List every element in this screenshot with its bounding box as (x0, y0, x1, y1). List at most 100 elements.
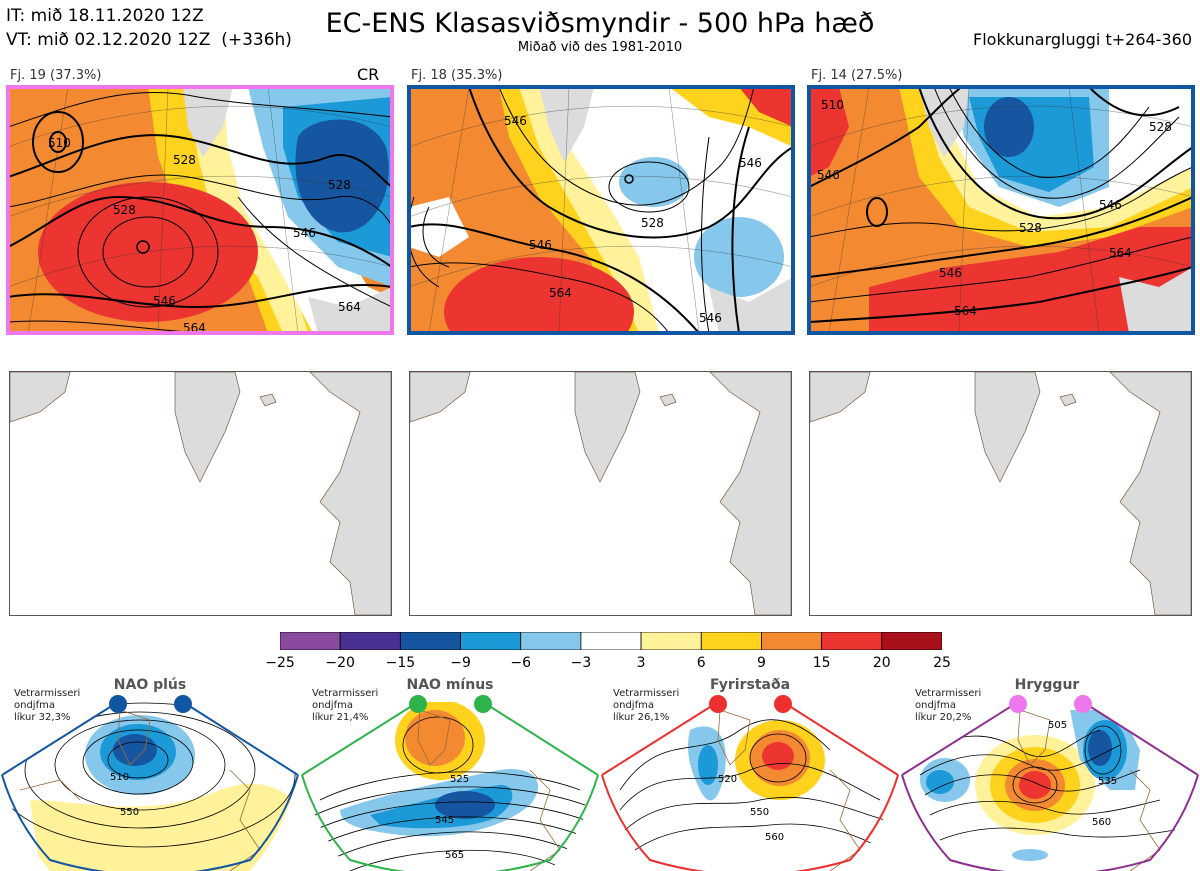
height-contours (409, 87, 793, 333)
colorbar-tick: 20 (872, 655, 891, 671)
regime-2-dot-right (474, 695, 492, 713)
regime-3-map[interactable]: 520 550 560 (600, 690, 900, 871)
svg-text:520: 520 (718, 774, 737, 785)
colorbar-swatch (761, 631, 823, 651)
contour-label: 546 (529, 238, 552, 252)
cluster-map-1[interactable]: 510 528 528 528 546 546 564 564 (8, 87, 392, 333)
svg-text:510: 510 (110, 772, 129, 783)
page-title: EC-ENS Klasasviðsmyndir - 500 hPa hæð (325, 8, 875, 39)
regime-2-dot-left (409, 695, 427, 713)
land-greenland (974, 372, 1041, 483)
graticule (409, 87, 793, 333)
contour-label: 510 (48, 136, 71, 150)
regime-2-map[interactable]: 525 545 565 (300, 690, 600, 871)
colorbar (279, 631, 943, 651)
colorbar-tick: −3 (570, 655, 592, 671)
colorbar-swatch (520, 631, 582, 651)
colorbar-tick: −9 (450, 655, 471, 671)
empty-map-2[interactable] (409, 371, 792, 616)
anomaly-positive-15 (869, 227, 1193, 333)
height-contours (8, 91, 392, 333)
colorbar-tick: −6 (510, 655, 532, 671)
land-canada (10, 372, 71, 423)
colorbar-tick: −25 (265, 655, 295, 671)
contour-label: 528 (113, 203, 136, 217)
contour-label: 528 (173, 153, 196, 167)
land-greenland (919, 87, 969, 157)
svg-text:505: 505 (1048, 720, 1067, 731)
contour-label: 546 (817, 168, 840, 182)
anomaly-negative-9 (295, 119, 389, 233)
regime-4-map[interactable]: 505 535 560 (900, 690, 1200, 871)
colorbar-swatch (640, 631, 702, 651)
cluster-1-tag: CR (357, 65, 380, 84)
cluster-2-label: Fj. 18 (35.3%) (411, 68, 503, 83)
header-info: IT: mið 18.11.2020 12Z VT: mið 02.12.202… (6, 4, 292, 52)
colorbar-swatch (580, 631, 642, 651)
contour-label: 546 (1099, 198, 1122, 212)
regime-3-dot-left (709, 695, 727, 713)
colorbar-swatch (339, 631, 401, 651)
land-greenland (174, 372, 241, 483)
anomaly-west-15 (809, 87, 849, 177)
svg-text:565: 565 (445, 850, 464, 861)
regime-2-info: Vetrarmisseri ondjfma líkur 21,4% (312, 688, 379, 723)
svg-text:550: 550 (750, 807, 769, 818)
regime-1-info: Vetrarmisseri ondjfma líkur 32,3% (14, 688, 81, 723)
anomaly-negative-3-east (694, 217, 784, 297)
colorbar-swatch (881, 631, 943, 651)
svg-text:525: 525 (450, 774, 469, 785)
contour-label: 564 (954, 304, 977, 318)
cluster-map-2[interactable]: 546 528 546 546 564 546 (409, 87, 793, 333)
regime-1-map[interactable]: 510 550 (0, 690, 300, 871)
regime-1-dot-left (109, 695, 127, 713)
land-europe (709, 372, 791, 615)
colorbar-swatch (821, 631, 883, 651)
colorbar-tick: 6 (696, 655, 706, 671)
anomaly-negative-9 (984, 97, 1034, 157)
land-europe (308, 287, 392, 333)
regime-1-title: NAO plús (113, 677, 187, 693)
cluster-1-label: Fj. 19 (37.3%) (10, 68, 102, 83)
colorbar-tick: 25 (933, 655, 951, 671)
contour-label: 564 (549, 286, 572, 300)
colorbar-swatch (399, 631, 461, 651)
contour-label: 546 (939, 266, 962, 280)
land-iceland (259, 393, 277, 407)
anomaly-positive-15 (444, 257, 634, 333)
colorbar-tick: −20 (325, 655, 355, 671)
contour-label: 546 (153, 294, 176, 308)
contour-label: 528 (1149, 120, 1172, 134)
colorbar-tick: −15 (385, 655, 416, 671)
contour-label: 546 (504, 114, 527, 128)
anomaly-negative-3 (619, 157, 689, 207)
regime-4-dot-right (1074, 695, 1092, 713)
colorbar-swatches (279, 631, 943, 651)
contour-label: 564 (338, 300, 361, 314)
contour-label: 528 (328, 178, 351, 192)
cluster-map-3[interactable]: 510 546 528 546 564 546 564 528 (809, 87, 1193, 333)
colorbar-tick: 15 (812, 655, 831, 671)
regime-3-dot-right (774, 695, 792, 713)
anomaly-ne-15 (739, 87, 793, 127)
regime-4-title: Hryggur (1014, 677, 1080, 693)
land-canada (810, 372, 871, 423)
contour-label: 564 (183, 321, 206, 333)
page-subtitle: Miðað við des 1981-2010 (517, 40, 683, 55)
empty-map-1[interactable] (9, 371, 392, 616)
regime-2-title: NAO mínus (406, 677, 494, 693)
classification-window: Flokkunargluggi t+264-360 (973, 30, 1192, 49)
contour-label: 546 (739, 156, 762, 170)
regime-3-title: Fyrirstaða (709, 677, 791, 693)
svg-text:535: 535 (1098, 776, 1117, 787)
colorbar-swatch (700, 631, 762, 651)
colorbar-swatch (279, 631, 341, 651)
initial-time: IT: mið 18.11.2020 12Z (6, 6, 204, 26)
valid-time: VT: mið 02.12.2020 12Z (+336h) (6, 30, 292, 50)
regime-3-info: Vetrarmisseri ondjfma líkur 26,1% (613, 688, 680, 723)
cluster-3-label: Fj. 14 (27.5%) (811, 68, 903, 83)
colorbar-tick: 9 (756, 655, 766, 671)
regime-4-dot-left (1009, 695, 1027, 713)
land-greenland (539, 87, 594, 162)
empty-map-3[interactable] (809, 371, 1192, 616)
